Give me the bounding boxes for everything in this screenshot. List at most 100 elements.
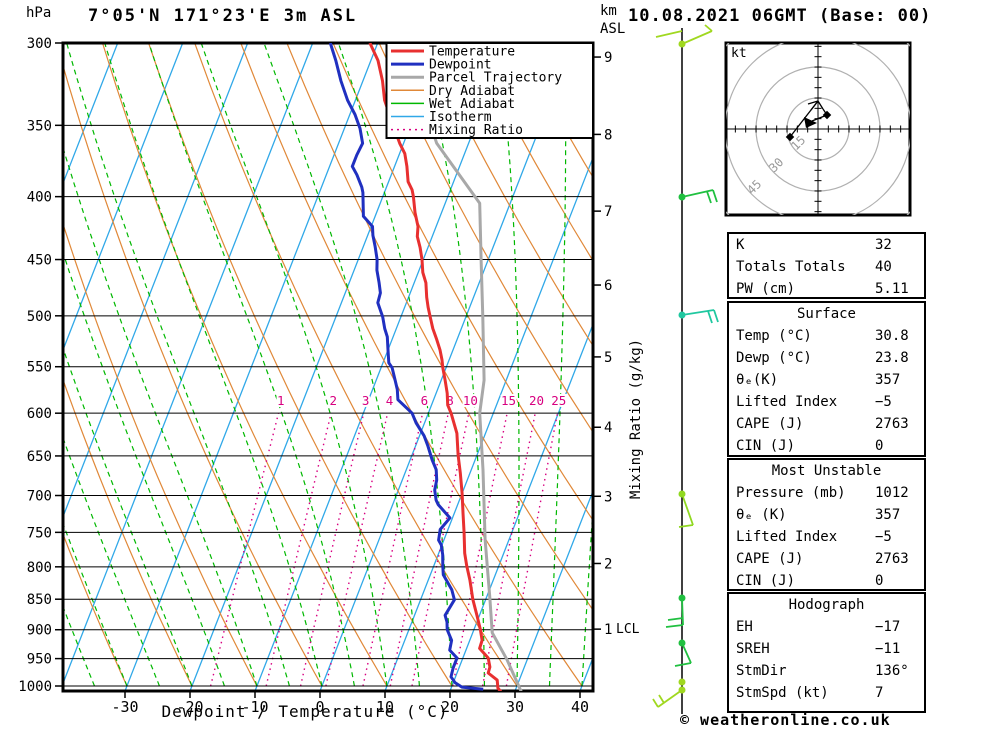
legend-label: Dry Adiabat	[429, 84, 515, 99]
temp-tick-label: 40	[571, 698, 589, 716]
mixing-ratio-value-label: 10	[463, 393, 478, 408]
stat-value: 357	[875, 507, 901, 523]
stat-value: 40	[875, 259, 892, 275]
wind-barb-dot	[678, 594, 686, 602]
mixing-ratio-line	[325, 413, 389, 687]
wind-barb	[707, 310, 713, 324]
page-title: 7°05'N 171°23'E 3m ASL	[88, 6, 358, 26]
dry-adiabat-line	[148, 43, 453, 687]
stat-label: θₑ (K)	[736, 507, 787, 523]
mixing-ratio-value-label: 4	[386, 393, 394, 408]
pressure-tick-label: 350	[27, 118, 52, 134]
stat-value: −5	[875, 529, 892, 545]
dry-adiabat-line	[63, 532, 128, 687]
km-tick-label: 8	[604, 127, 612, 143]
dry-adiabat-line	[378, 43, 593, 434]
stat-value: 23.8	[875, 350, 909, 366]
mixing-ratio-value-label: 25	[551, 393, 566, 408]
wind-barb	[657, 689, 683, 708]
mixing-ratio-value-label: 2	[329, 393, 337, 408]
stats-box-header: Hodograph	[788, 597, 865, 613]
stat-value: 32	[875, 237, 892, 253]
mixing-ratio-value-label: 3	[362, 393, 370, 408]
wet-adiabat-line	[581, 497, 593, 687]
table-row: StmSpd (kt) 7	[729, 682, 924, 704]
km-tick-label: 7	[604, 204, 612, 220]
wind-barb	[652, 698, 659, 708]
pressure-tick-label: 1000	[18, 679, 52, 695]
table-row: CAPE (J) 2763	[729, 548, 924, 570]
legend-label: Isotherm	[429, 110, 492, 125]
stat-label: Lifted Index	[736, 394, 838, 410]
wind-barb	[681, 493, 694, 526]
stat-value: 30.8	[875, 328, 909, 344]
wind-barb-dot	[678, 490, 686, 498]
table-row: Temp (°C) 30.8	[729, 325, 924, 347]
km-tick-label: 6	[604, 278, 612, 294]
km-tick-label: 3	[604, 489, 612, 505]
table-row: K 32	[729, 234, 924, 256]
legend-label: Wet Adiabat	[429, 97, 515, 112]
pressure-tick-label: 500	[27, 309, 52, 325]
stat-label: θₑ(K)	[736, 372, 779, 388]
stat-label: CIN (J)	[736, 438, 796, 454]
wind-barb	[674, 662, 692, 667]
stat-value: 2763	[875, 416, 909, 432]
table-row: Lifted Index −5	[729, 526, 924, 548]
temp-axis-label: Dewpoint / Temperature (°C)	[161, 702, 449, 721]
wind-barb-dot	[678, 193, 686, 201]
wet-adiabat-line	[548, 43, 567, 687]
stat-label: Pressure (mb)	[736, 485, 846, 501]
wet-adiabat-line	[263, 43, 420, 687]
table-row: CAPE (J) 2763	[729, 413, 924, 435]
stat-value: 136°	[875, 663, 909, 679]
temp-tick-label: 20	[441, 698, 459, 716]
wind-barb	[704, 24, 713, 32]
wind-barb	[658, 694, 665, 704]
legend-label: Temperature	[429, 45, 515, 60]
mixing-ratio-value-label: 6	[421, 393, 429, 408]
wind-barb-dot	[678, 639, 686, 647]
wind-barb	[712, 189, 718, 203]
pressure-axis-unit: hPa	[26, 5, 52, 21]
table-row: PW (cm) 5.11	[729, 278, 924, 300]
stat-value: −11	[875, 641, 901, 657]
wind-barb	[681, 642, 692, 664]
table-row: θₑ(K) 357	[729, 369, 924, 391]
stat-value: 0	[875, 438, 884, 454]
dry-adiabat-line	[240, 43, 583, 687]
stat-value: 0	[875, 573, 884, 589]
stats-box: Hodograph EH −17 SREH −11 StmDir 136° StmSpd (k…	[727, 592, 926, 713]
wind-barb	[678, 524, 694, 528]
temp-tick-label: -10	[241, 698, 268, 716]
mixing-ratio-line	[362, 413, 424, 687]
legend-label: Parcel Trajectory	[429, 71, 562, 86]
stat-value: 7	[875, 685, 884, 701]
table-row: CIN (J) 0	[729, 570, 924, 592]
hodograph-unit-label: kt	[731, 46, 747, 61]
stats-box: K 32 Totals Totals 40 PW (cm) 5.11	[727, 232, 926, 299]
km-tick-label: 4	[604, 420, 612, 436]
stat-label: StmDir	[736, 663, 787, 679]
stats-box-header: Surface	[796, 306, 856, 322]
km-tick-label: 5	[604, 350, 612, 366]
km-tick-label: 1	[604, 622, 612, 638]
km-tick-label: 2	[604, 556, 612, 572]
stat-label: CIN (J)	[736, 573, 796, 589]
pressure-tick-label: 400	[27, 190, 52, 206]
sounding-curves	[328, 43, 523, 691]
stats-box: Most Unstable Pressure (mb) 1012 θₑ (K) 357 L…	[727, 458, 926, 591]
wind-barb	[655, 30, 683, 38]
temp-tick-label: 0	[315, 698, 324, 716]
table-row: Totals Totals 40	[729, 256, 924, 278]
isotherm-line	[514, 489, 593, 691]
pressure-tick-label: 850	[27, 592, 52, 608]
isotherm-line	[63, 43, 119, 186]
table-row: θₑ (K) 357	[729, 504, 924, 526]
stat-label: PW (cm)	[736, 281, 796, 297]
stat-label: CAPE (J)	[736, 551, 804, 567]
isotherm-line	[63, 43, 184, 352]
